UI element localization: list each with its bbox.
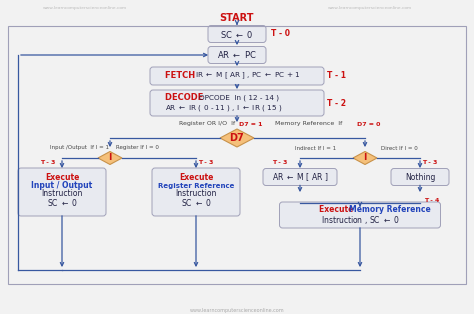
Text: I: I bbox=[363, 154, 367, 163]
Text: DECODE: DECODE bbox=[165, 94, 206, 102]
Text: FETCH: FETCH bbox=[165, 72, 198, 80]
Text: Execute: Execute bbox=[45, 174, 79, 182]
Text: Memory Reference  If: Memory Reference If bbox=[275, 122, 344, 127]
Text: START: START bbox=[220, 13, 254, 23]
Text: www.learncomputerscienceonline.com: www.learncomputerscienceonline.com bbox=[43, 6, 127, 10]
Text: Register OR I/O  If: Register OR I/O If bbox=[179, 122, 237, 127]
Text: T - 3: T - 3 bbox=[272, 160, 287, 165]
FancyBboxPatch shape bbox=[150, 90, 324, 116]
Text: D7: D7 bbox=[229, 133, 245, 143]
Polygon shape bbox=[220, 129, 254, 147]
Text: SC $\leftarrow$ 0: SC $\leftarrow$ 0 bbox=[46, 197, 77, 208]
FancyBboxPatch shape bbox=[280, 202, 440, 228]
Text: Direct If I = 0: Direct If I = 0 bbox=[381, 145, 418, 150]
Text: Indirect If I = 1: Indirect If I = 1 bbox=[295, 145, 336, 150]
Text: T - 3: T - 3 bbox=[40, 160, 55, 165]
Text: Execute: Execute bbox=[179, 174, 213, 182]
FancyBboxPatch shape bbox=[208, 46, 266, 63]
Text: Input / Output: Input / Output bbox=[31, 181, 92, 191]
Text: Input /Output  If I = 1: Input /Output If I = 1 bbox=[50, 145, 109, 150]
Polygon shape bbox=[98, 151, 122, 165]
Text: Instruction: Instruction bbox=[41, 190, 82, 198]
Text: Instruction: Instruction bbox=[175, 190, 217, 198]
Text: www.learncomputerscienceonline.com: www.learncomputerscienceonline.com bbox=[190, 308, 284, 313]
Text: T - 2: T - 2 bbox=[327, 99, 346, 107]
Text: Register If I = 0: Register If I = 0 bbox=[116, 145, 159, 150]
Text: D7 = 0: D7 = 0 bbox=[357, 122, 380, 127]
FancyBboxPatch shape bbox=[263, 169, 337, 186]
Text: SC $\leftarrow$ 0: SC $\leftarrow$ 0 bbox=[220, 29, 254, 40]
Text: Instruction , SC $\leftarrow$ 0: Instruction , SC $\leftarrow$ 0 bbox=[320, 214, 400, 226]
Text: www.learncomputerscienceonline.com: www.learncomputerscienceonline.com bbox=[328, 6, 412, 10]
Text: T - 0: T - 0 bbox=[271, 30, 290, 39]
Text: T - 4: T - 4 bbox=[424, 198, 439, 203]
FancyBboxPatch shape bbox=[152, 168, 240, 216]
Text: Nothing: Nothing bbox=[405, 172, 435, 181]
Text: IR $\leftarrow$ M [ AR ] , PC $\leftarrow$ PC + 1: IR $\leftarrow$ M [ AR ] , PC $\leftarro… bbox=[195, 71, 301, 81]
Text: Register Reference: Register Reference bbox=[158, 183, 234, 189]
Text: D7 = 1: D7 = 1 bbox=[239, 122, 263, 127]
Polygon shape bbox=[353, 151, 377, 165]
Text: Memory Reference: Memory Reference bbox=[349, 205, 431, 214]
Text: AR $\leftarrow$ IR ( 0 - 11 ) , I $\leftarrow$ IR ( 15 ): AR $\leftarrow$ IR ( 0 - 11 ) , I $\left… bbox=[165, 103, 282, 113]
FancyBboxPatch shape bbox=[150, 67, 324, 85]
FancyBboxPatch shape bbox=[208, 25, 266, 42]
Text: AR $\leftarrow$ PC: AR $\leftarrow$ PC bbox=[217, 50, 257, 61]
Text: Execute: Execute bbox=[319, 205, 356, 214]
Text: I: I bbox=[109, 154, 112, 163]
Text: OPCODE  In ( 12 - 14 ): OPCODE In ( 12 - 14 ) bbox=[199, 95, 279, 101]
Text: T - 3: T - 3 bbox=[422, 160, 438, 165]
Text: T - 1: T - 1 bbox=[327, 72, 346, 80]
FancyBboxPatch shape bbox=[391, 169, 449, 186]
Text: AR $\leftarrow$ M [ AR ]: AR $\leftarrow$ M [ AR ] bbox=[272, 171, 328, 183]
FancyBboxPatch shape bbox=[18, 168, 106, 216]
Text: SC $\leftarrow$ 0: SC $\leftarrow$ 0 bbox=[181, 197, 211, 208]
Text: T - 3: T - 3 bbox=[198, 160, 213, 165]
